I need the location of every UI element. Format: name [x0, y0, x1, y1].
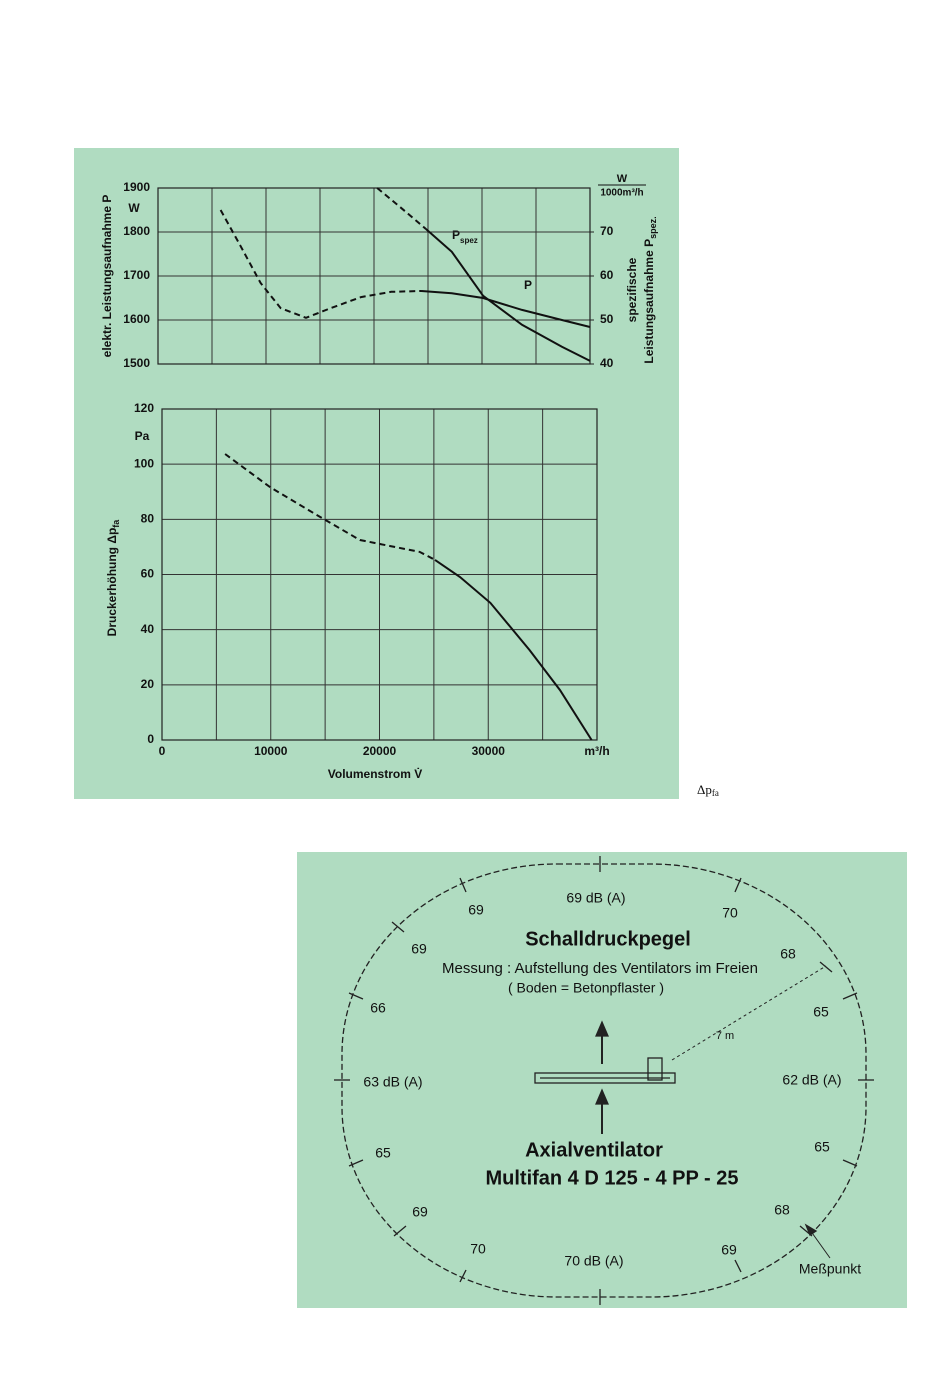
level-label: 63 dB (A) [363, 1074, 422, 1090]
level-label: 65 [375, 1145, 391, 1161]
x-axis-label: Volumenstrom V̇ [328, 766, 422, 781]
y-axis-label: Druckerhöhung Δpfa [105, 519, 121, 637]
y-axis-label-sub: fa [111, 519, 121, 528]
line-series [376, 187, 427, 230]
y-tick-label: 120 [134, 401, 154, 415]
callout-line [809, 1229, 831, 1259]
y2-tick-label: 40 [600, 356, 614, 370]
y2-axis-label-sub: spez. [648, 216, 658, 239]
series-label-main: P [452, 228, 460, 242]
level-label: 68 [774, 1202, 790, 1218]
y-unit: Pa [135, 429, 150, 443]
y2-tick-label: 60 [600, 268, 614, 282]
level-label: 62 dB (A) [782, 1072, 841, 1088]
x-tick-label: 20000 [363, 744, 397, 758]
line-series [434, 559, 593, 741]
tick [734, 1259, 742, 1273]
plot-frame [161, 408, 598, 741]
charts: elektr. Leistungsaufnahme P W spezifisch… [100, 173, 658, 781]
tick [348, 992, 364, 1000]
fan [534, 965, 831, 1259]
level-label: 68 [780, 946, 796, 962]
ground: ( Boden = Betonpflaster ) [508, 980, 664, 996]
y-tick-label: 1600 [123, 312, 150, 326]
level-label: 65 [813, 1004, 829, 1020]
line-series [224, 453, 436, 561]
y2-axis-label: spezifische [625, 257, 639, 322]
level-label: 70 dB (A) [564, 1253, 623, 1269]
measurement: Messung : Aufstellung des Ventilators im… [442, 960, 758, 977]
level-label: 65 [814, 1139, 830, 1155]
tick [842, 1159, 858, 1167]
level-label: 69 [412, 1204, 428, 1220]
level-label: 69 [411, 941, 427, 957]
level-label: 70 [722, 905, 738, 921]
tick [348, 1159, 364, 1167]
y-tick-label: 0 [147, 732, 154, 746]
series-label-sub: spez [460, 236, 478, 245]
y2-tick-label: 50 [600, 312, 614, 326]
tick [391, 921, 405, 933]
fan-type: Axialventilator [525, 1139, 663, 1161]
chart-panel [74, 148, 679, 799]
line-series [425, 228, 591, 362]
y-tick-label: 1500 [123, 356, 150, 370]
note-main: Δp [697, 782, 712, 797]
y2-tick-label: 70 [600, 224, 614, 238]
tick [393, 1225, 407, 1237]
tick [459, 877, 467, 893]
model: Multifan 4 D 125 - 4 PP - 25 [485, 1167, 738, 1189]
y-unit: W [128, 201, 140, 215]
line-series [421, 290, 591, 328]
y-axis-label-main: Druckerhöhung Δp [105, 528, 119, 637]
y-tick-label: 1900 [123, 180, 150, 194]
tick [459, 1269, 467, 1283]
distance: 7 m [716, 1030, 734, 1042]
y2-unit: W [617, 173, 628, 185]
measurement-path [341, 863, 867, 1298]
sound-diagram: 69 dB (A) 69 70 Schalldruckpegel 69 68 M… [297, 852, 907, 1308]
y-tick-label: 40 [141, 622, 155, 636]
x-tick-label: 0 [159, 744, 166, 758]
level-label: 66 [370, 1000, 386, 1016]
level-label: 69 [721, 1242, 737, 1258]
y-tick-label: 20 [141, 677, 155, 691]
arrow-head [595, 1088, 609, 1105]
note-sub: fa [712, 788, 719, 798]
y-tick-label: 100 [134, 456, 154, 470]
level-label: 69 dB (A) [566, 890, 625, 906]
measurement-ticks [334, 856, 874, 1305]
y2-axis-label-main: Leistungsaufnahme P [642, 239, 656, 364]
level-label: 70 [470, 1241, 486, 1257]
tick [842, 992, 858, 1000]
y2-axis-label: Leistungsaufnahme Pspez. [642, 216, 658, 363]
tick [734, 877, 742, 893]
note: Δpfa [697, 782, 719, 798]
fan-body [534, 1072, 676, 1084]
plot-frame [157, 187, 591, 365]
y-tick-label: 60 [141, 567, 155, 581]
x-tick-label: m³/h [584, 744, 609, 758]
y-tick-label: 80 [141, 512, 155, 526]
fan-motor [647, 1057, 663, 1081]
y-axis-label: elektr. Leistungsaufnahme P [100, 195, 114, 358]
callout-head [804, 1223, 818, 1236]
distance-line [671, 965, 827, 1061]
series-label: P [524, 278, 532, 292]
y2-unit-denominator: 1000m³/h [600, 188, 643, 199]
y-tick-label: 1800 [123, 224, 150, 238]
heading: Schalldruckpegel [525, 928, 691, 950]
x-tick-label: 10000 [254, 744, 288, 758]
level-label: 69 [468, 902, 484, 918]
point-label: Meßpunkt [799, 1261, 861, 1277]
y-tick-label: 1700 [123, 268, 150, 282]
tick [819, 961, 833, 973]
series-label: Pspez [452, 228, 478, 245]
x-tick-label: 30000 [472, 744, 506, 758]
line-series [219, 209, 422, 319]
arrow-head [595, 1020, 609, 1037]
